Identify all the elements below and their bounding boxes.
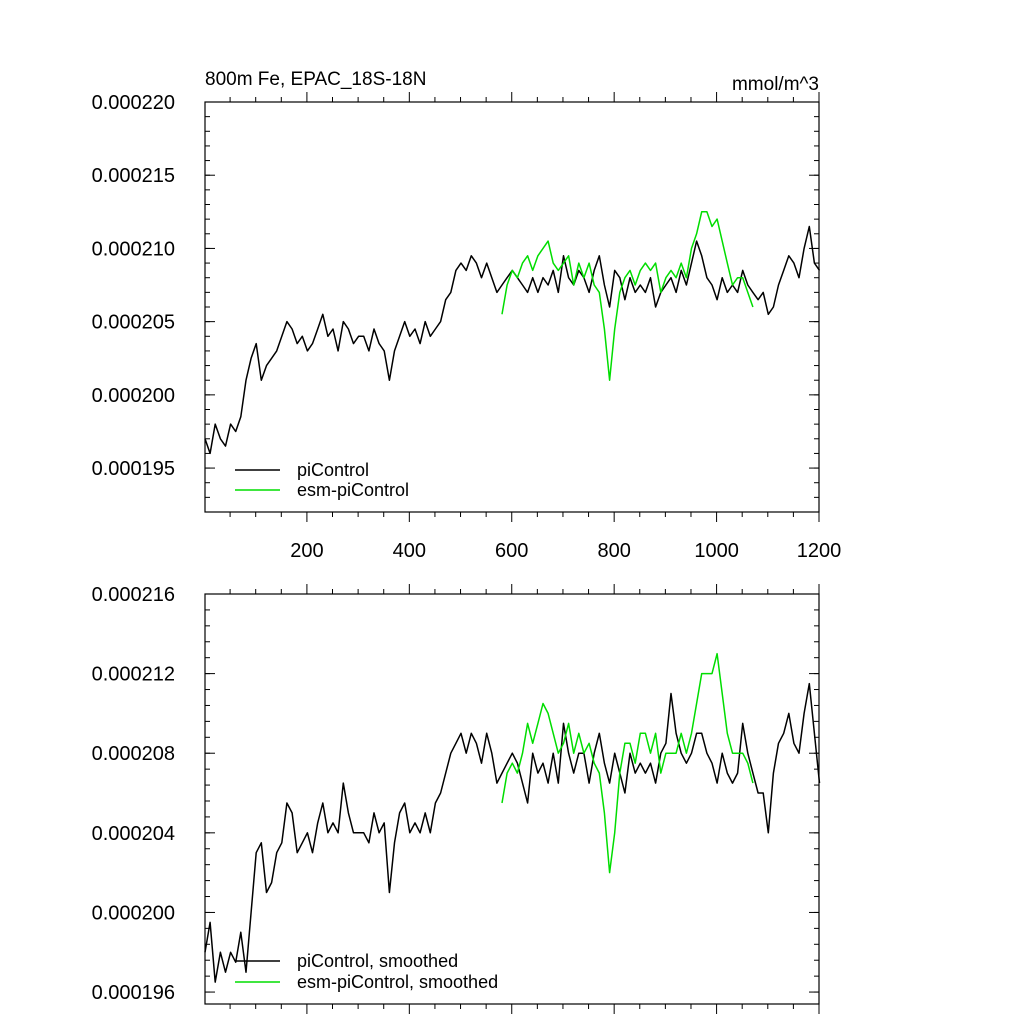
bottom-chart-plot-frame [204,593,820,1005]
ytick-label: 0.000200 [92,385,175,407]
top-chart-series [204,211,821,455]
top-chart-title: 800m Fe, EPAC_18S-18N [205,69,426,90]
legend-label-esm-picontrol-smoothed: esm-piControl, smoothed [297,972,498,992]
ytick-label: 0.000205 [92,312,175,334]
ytick-label: 0.000215 [92,165,175,187]
legend-label-picontrol-smoothed: piControl, smoothed [297,951,458,971]
top-chart-ticks: 0.000195 0.000200 0.000205 0.000210 0.000215… [92,92,842,562]
top-chart: 800m Fe, EPAC_18S-18N mmol/m^3 0.0001950… [92,69,842,562]
legend-label-picontrol: piControl [297,460,369,480]
ytick-label: 0.000200 [92,902,175,924]
ytick-label: 0.000195 [92,458,175,480]
ytick-label: 0.000204 [92,823,175,845]
xtick-label: 200 [290,540,323,562]
bottom-chart: 0.000196 0.000200 0.000204 0.000208 0.000212… [92,584,821,1014]
bottom-chart-series [204,652,821,983]
xtick-label: 1200 [797,540,842,562]
xtick-label: 600 [495,540,528,562]
ytick-label: 0.000208 [92,743,175,765]
top-chart-plot-frame [204,101,820,513]
ytick-label: 0.000220 [92,92,175,114]
top-chart-units: mmol/m^3 [732,74,819,95]
ytick-label: 0.000210 [92,238,175,260]
series-line-picontrol-smoothed [204,682,821,983]
bottom-chart-legend: piControl, smoothed esm-piControl, smoot… [235,951,498,992]
legend-label-esm-picontrol: esm-piControl [297,480,409,500]
series-line-esm-picontrol-smoothed [501,652,754,874]
xtick-label: 1000 [694,540,739,562]
xtick-label: 400 [393,540,426,562]
top-chart-legend: piControl esm-piControl [235,460,409,500]
ytick-label: 0.000212 [92,664,175,686]
xtick-label: 800 [597,540,630,562]
series-line-esm-picontrol [501,211,754,381]
ytick-label: 0.000196 [92,982,175,1004]
bottom-chart-ticks: 0.000196 0.000200 0.000204 0.000208 0.000212… [92,584,820,1014]
ytick-label: 0.000216 [92,584,175,606]
